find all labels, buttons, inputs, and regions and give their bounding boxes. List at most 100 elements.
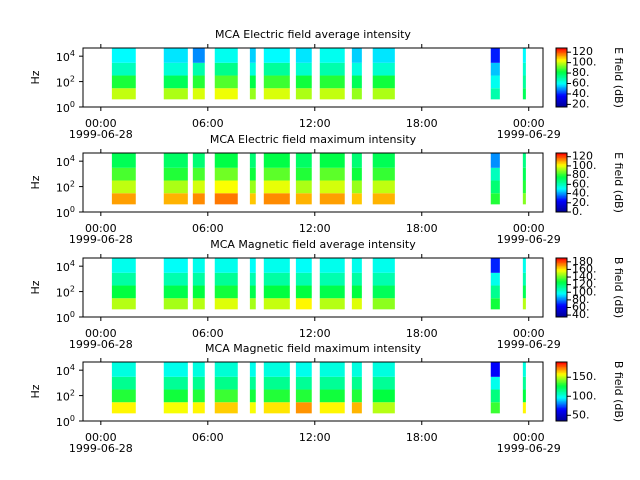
y-tick-exponent: 2 <box>70 284 75 293</box>
heat-cell <box>490 180 500 194</box>
colorbar-step <box>556 312 567 315</box>
colorbar-step <box>556 167 567 170</box>
colorbar-step <box>556 201 567 204</box>
colorbar-step <box>556 394 567 397</box>
colorbar-tick-label: 60. <box>572 300 590 313</box>
colorbar-step <box>556 387 567 390</box>
colorbar-step <box>556 275 567 278</box>
x-date-label: 1999-06-28 <box>69 233 133 246</box>
x-date-label: 1999-06-28 <box>69 338 133 351</box>
heat-cell <box>111 62 136 76</box>
heat-cell <box>263 362 290 377</box>
y-tick-label: 104 <box>56 363 75 379</box>
heat-cell <box>163 376 188 390</box>
colorbar-step <box>556 55 567 58</box>
heat-cell <box>295 48 312 63</box>
y-tick-label: 102 <box>56 179 75 195</box>
colorbar-tick-label: 0. <box>572 205 583 218</box>
colorbar-step <box>556 98 567 101</box>
colorbar-step <box>556 59 567 62</box>
colorbar-step <box>556 204 567 207</box>
colorbar-step <box>556 379 567 382</box>
x-date-label: 1999-06-29 <box>497 233 561 246</box>
colorbar-step <box>556 93 567 96</box>
colorbar-step <box>556 84 567 87</box>
heat-cell <box>295 88 312 100</box>
colorbar-label: B field (dB) <box>612 361 625 422</box>
heat-cell <box>319 389 345 403</box>
heat-cell <box>192 272 205 286</box>
panel-title: MCA Electric field maximum intensity <box>210 133 417 146</box>
colorbar-step <box>556 64 567 67</box>
heat-cell <box>490 272 500 286</box>
heat-cell <box>522 62 526 76</box>
colorbar-step <box>556 296 567 299</box>
heat-cell <box>111 272 136 286</box>
heat-cell <box>319 362 345 377</box>
colorbar-step <box>556 78 567 81</box>
x-tick-label: 00:00 <box>85 431 117 444</box>
colorbar-step <box>556 61 567 64</box>
heat-cell <box>214 402 238 414</box>
colorbar-frame <box>555 152 568 213</box>
colorbar-step <box>556 49 567 52</box>
colorbar-step <box>556 262 567 265</box>
colorbar-step <box>556 200 567 203</box>
y-tick-label: 102 <box>56 74 75 90</box>
colorbar-step <box>556 370 567 373</box>
y-tick-base: 10 <box>56 365 70 378</box>
colorbar-step <box>556 388 567 391</box>
x-tick-label: 00:00 <box>513 431 545 444</box>
colorbar-step <box>556 400 567 403</box>
colorbar-step <box>556 407 567 410</box>
heat-cell <box>163 153 188 168</box>
colorbar-step <box>556 195 567 198</box>
colorbar-step <box>556 173 567 176</box>
x-tick-label: 00:00 <box>513 222 545 235</box>
colorbar-step <box>556 283 567 286</box>
colorbar-frame <box>555 361 568 422</box>
colorbar-step <box>556 163 567 166</box>
x-tick-label: 00:00 <box>513 327 545 340</box>
heat-cell <box>192 167 205 181</box>
heat-cell <box>192 88 205 100</box>
colorbar-step <box>556 287 567 290</box>
colorbar-step <box>556 207 567 210</box>
colorbar-step <box>556 406 567 409</box>
heat-cell <box>319 258 345 273</box>
colorbar-tick-label: 120 <box>572 150 593 163</box>
heat-cell <box>111 167 136 181</box>
colorbar-step <box>556 95 567 98</box>
heat-cell <box>249 88 256 100</box>
heat-cell <box>192 180 205 194</box>
heat-cell <box>249 389 256 403</box>
heat-cell <box>192 48 205 63</box>
colorbar-step <box>556 367 567 370</box>
x-tick-label: 06:00 <box>192 222 224 235</box>
colorbar-step <box>556 176 567 179</box>
colorbar-step <box>556 92 567 95</box>
colorbar-step <box>556 305 567 308</box>
panel-title: MCA Magnetic field average intensity <box>210 238 416 251</box>
colorbar-step <box>556 157 567 160</box>
heat-cell <box>490 376 500 390</box>
heat-cell <box>249 258 256 273</box>
colorbar-step <box>556 303 567 306</box>
colorbar-step <box>556 89 567 92</box>
colorbar-step <box>556 409 567 412</box>
y-tick-exponent: 0 <box>70 205 75 214</box>
colorbar-tick-label: 120. <box>572 278 597 291</box>
colorbar-step <box>556 74 567 77</box>
colorbar-step <box>556 412 567 415</box>
x-tick-label: 00:00 <box>85 222 117 235</box>
colorbar-label: E field (dB) <box>612 152 625 213</box>
heat-cell <box>111 402 136 414</box>
colorbar-step <box>556 160 567 163</box>
heat-cell <box>295 62 312 76</box>
heat-cell <box>351 285 362 299</box>
heat-cell <box>351 62 362 76</box>
colorbar-step <box>556 189 567 192</box>
colorbar-step <box>556 293 567 296</box>
heat-cell <box>295 180 312 194</box>
heat-cell <box>163 167 188 181</box>
